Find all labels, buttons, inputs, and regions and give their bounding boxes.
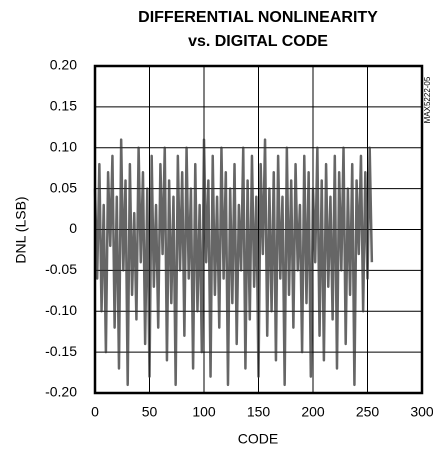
- y-tick-label: 0.05: [50, 179, 77, 195]
- x-tick-label: 100: [192, 404, 216, 420]
- x-tick-label: 300: [410, 404, 433, 420]
- y-tick-label: -0.15: [45, 343, 77, 359]
- y-tick-label: -0.10: [45, 302, 77, 318]
- y-tick-label: 0.20: [50, 57, 77, 73]
- x-tick-label: 50: [142, 404, 158, 420]
- x-tick-label: 200: [301, 404, 325, 420]
- x-tick-label: 250: [356, 404, 380, 420]
- annotation: MAX5222-05: [423, 76, 432, 123]
- x-axis-label: CODE: [238, 431, 278, 447]
- y-tick-label: -0.05: [45, 261, 77, 277]
- y-tick-label: 0.15: [50, 98, 77, 114]
- data-line: [93, 138, 374, 387]
- y-tick-label: -0.20: [45, 384, 77, 400]
- y-tick-label: 0.10: [50, 138, 77, 154]
- x-tick-label: 0: [91, 404, 99, 420]
- y-tick-label: 0: [69, 220, 77, 236]
- plot-frame: [93, 64, 424, 395]
- chart-title: DIFFERENTIAL NONLINEARITY: [138, 9, 378, 26]
- chart-subtitle: vs. DIGITAL CODE: [188, 33, 328, 50]
- y-axis-label: DNL (LSB): [13, 196, 29, 263]
- x-tick-label: 150: [247, 404, 271, 420]
